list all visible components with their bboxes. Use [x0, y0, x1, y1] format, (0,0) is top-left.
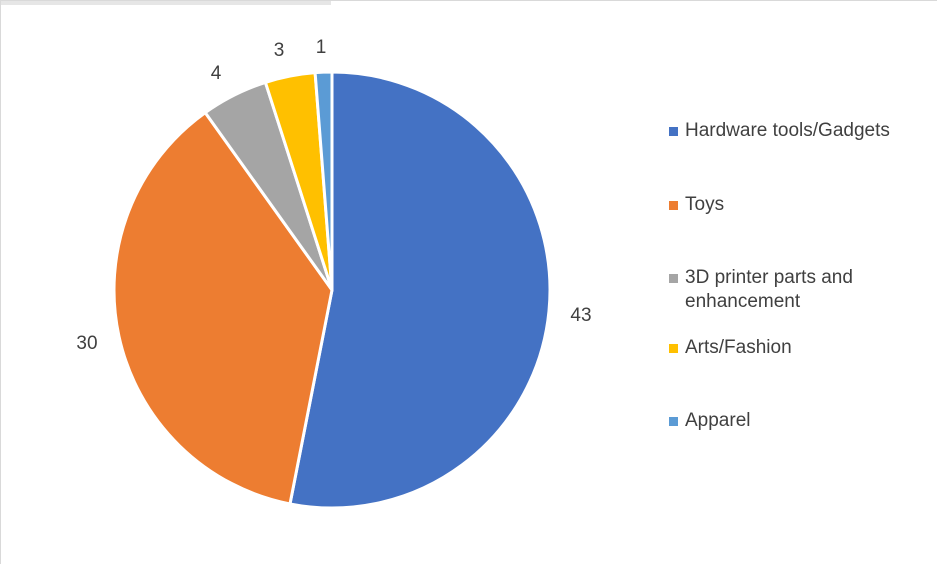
legend-item-apparel: Apparel [669, 409, 937, 433]
data-label-3d-printer: 4 [211, 63, 222, 84]
legend-item-arts: Arts/Fashion [669, 336, 937, 360]
legend-label-3d-printer: 3D printer parts and enhancement [685, 267, 853, 312]
legend-swatch-apparel [669, 417, 678, 426]
legend-item-hardware: Hardware tools/Gadgets [669, 119, 937, 143]
data-label-arts: 3 [274, 40, 285, 61]
chart-top-strip [1, 1, 331, 5]
pie-slice-hardware [288, 70, 552, 510]
pie-slice-toys [112, 111, 334, 506]
legend: Hardware tools/Gadgets Toys 3D printer p… [669, 119, 937, 433]
legend-swatch-toys [669, 201, 678, 210]
legend-swatch-hardware [669, 127, 678, 136]
legend-swatch-3d-printer [669, 274, 678, 283]
legend-item-3d-printer: 3D printer parts and enhancement [669, 266, 937, 314]
pie-slice-apparel [313, 70, 334, 292]
data-label-hardware: 43 [570, 305, 591, 326]
data-label-apparel: 1 [316, 37, 327, 58]
data-label-toys: 30 [76, 333, 97, 354]
legend-item-toys: Toys [669, 193, 937, 217]
legend-label-hardware: Hardware tools/Gadgets [685, 120, 890, 141]
legend-label-toys: Toys [685, 194, 725, 215]
legend-swatch-arts [669, 344, 678, 353]
legend-label-apparel: Apparel [685, 410, 751, 431]
legend-label-arts: Arts/Fashion [685, 337, 792, 358]
